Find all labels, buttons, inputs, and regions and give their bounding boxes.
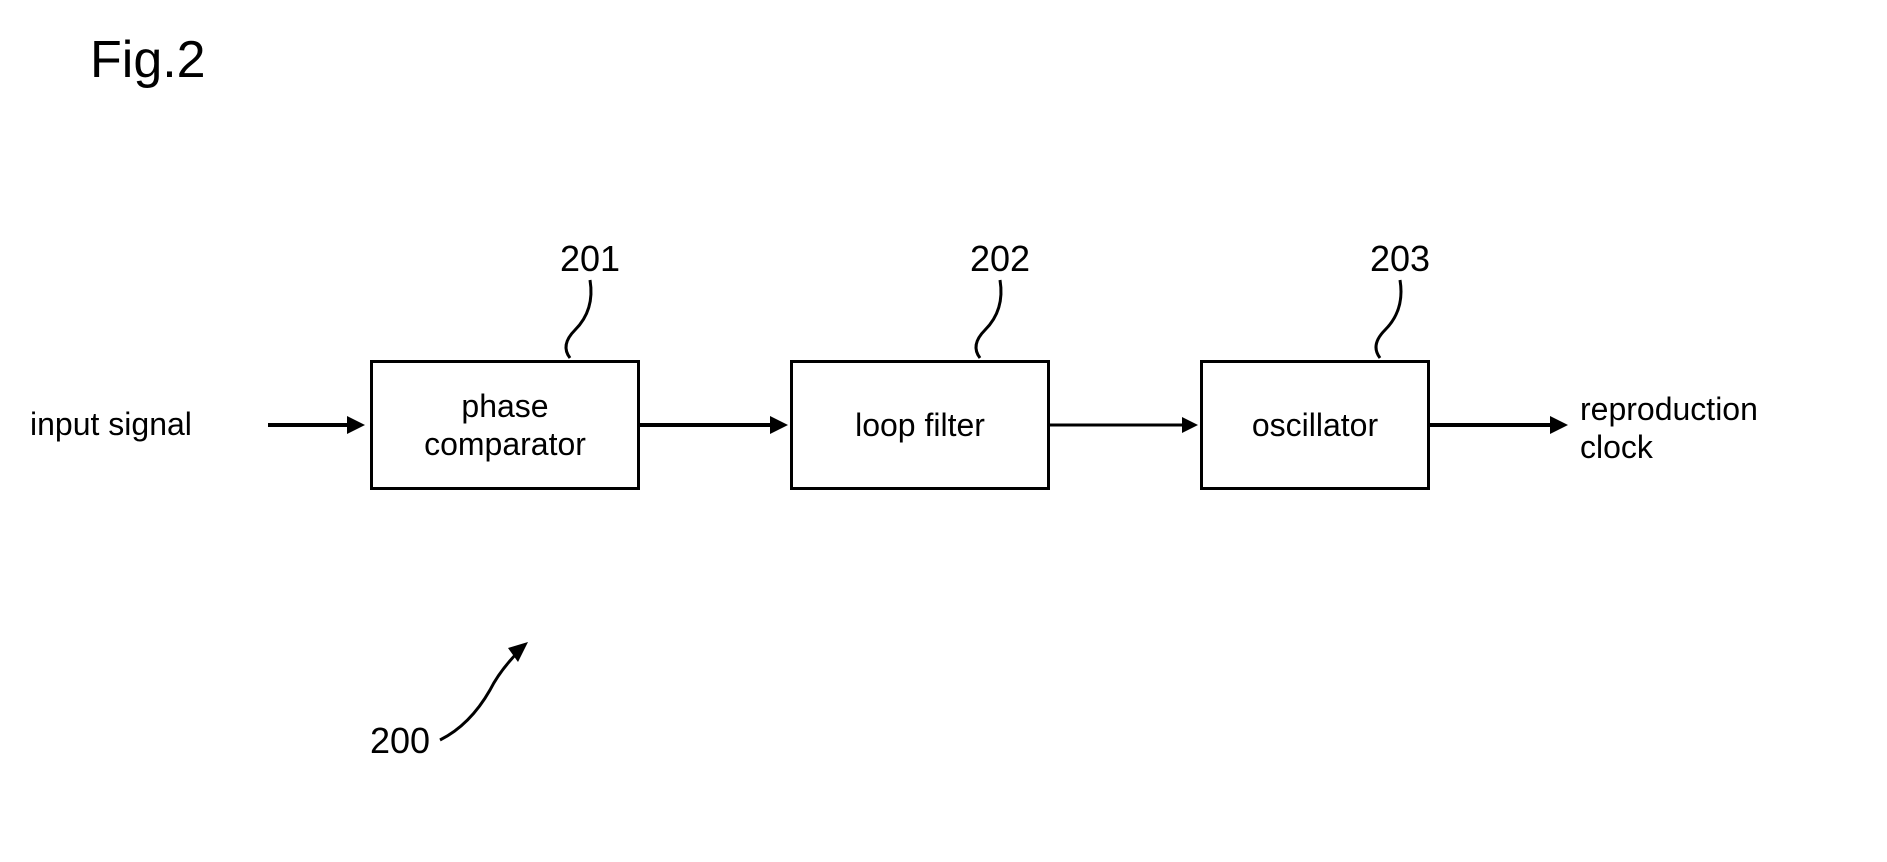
diagram-arrows bbox=[0, 0, 1887, 862]
leader-202 bbox=[976, 280, 1001, 358]
arrow-head-201-202 bbox=[770, 416, 788, 434]
leader-201 bbox=[566, 280, 591, 358]
arrow-head-output bbox=[1550, 416, 1568, 434]
arrow-head-input bbox=[347, 416, 365, 434]
leader-203 bbox=[1376, 280, 1401, 358]
arrow-head-202-203 bbox=[1182, 417, 1198, 433]
system-ref-arrow bbox=[440, 650, 520, 740]
